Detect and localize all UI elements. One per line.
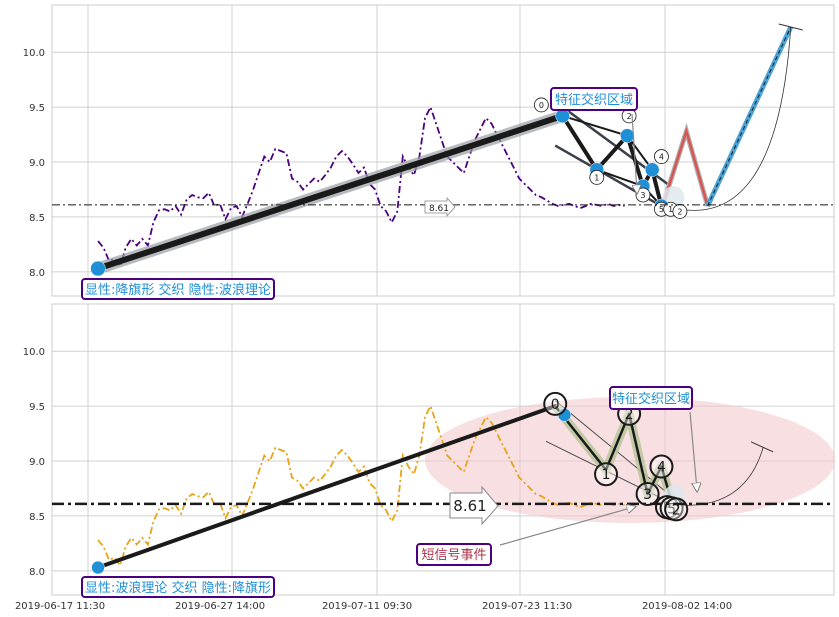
wave-label: 4: [654, 149, 669, 164]
y-tick-label: 8.0: [29, 268, 45, 279]
wave-label-text: 4: [657, 460, 666, 476]
top-y-tick-labels: 8.0 8.5 9.0 9.5 10.0: [23, 48, 45, 279]
bottom-signal-label: 短信号事件: [421, 548, 486, 563]
projection-up-dash: [707, 26, 792, 207]
top-hline-value-label: 8.61: [429, 204, 449, 214]
top-trend-line: [92, 109, 569, 275]
wave-label: 2: [621, 108, 637, 124]
wave-label: 3: [635, 481, 660, 506]
flag-cross-line: [596, 168, 644, 188]
bottom-wave-swing: [551, 403, 678, 510]
top-pattern-label-box: [81, 278, 275, 300]
bottom-markers: [91, 408, 572, 575]
wave-label-text: 4: [659, 152, 664, 161]
x-tick-labels: 2019-06-17 11:30 2019-06-27 14:00 2019-07-…: [15, 601, 732, 612]
y-tick-label: 9.5: [29, 103, 45, 114]
wave-label: 0: [543, 391, 568, 416]
y-tick-label: 9.0: [29, 457, 45, 468]
y-tick-label: 8.0: [29, 567, 45, 578]
wave-label: 1: [589, 170, 605, 185]
bottom-trend-line: [96, 404, 558, 570]
bottom-pattern-label: 显性:波浪理论 交织 隐性:降旗形: [85, 580, 271, 596]
wave-label: 4: [649, 454, 674, 479]
wave-label-text: 0: [539, 101, 544, 110]
x-tick-label: 2019-06-27 14:00: [175, 601, 265, 612]
wave-label-text: 2: [627, 112, 632, 121]
y-tick-label: 8.5: [29, 512, 45, 523]
wave-label-circle: [654, 149, 669, 164]
pivot-marker: [90, 260, 106, 277]
pivot-marker: [555, 108, 570, 124]
x-tick-label: 2019-07-23 11:30: [482, 601, 572, 612]
projection-down-line: [662, 126, 709, 207]
wave-label: 2: [664, 497, 689, 522]
top-hline-value-arrow: [424, 196, 456, 218]
wave-label: 2: [672, 204, 688, 219]
x-tick-label: 2019-08-02 14:00: [642, 601, 732, 612]
wave-label-text: 3: [640, 191, 645, 200]
wave-label-text: P: [663, 500, 671, 516]
wave-label-text: 3: [643, 487, 652, 503]
wave-label-circle: [635, 481, 660, 506]
trend-line: [96, 404, 558, 570]
bottom-pattern-label-box: [81, 576, 275, 598]
wave-label-text: 0: [551, 397, 560, 413]
projection-arc: [675, 447, 764, 506]
wave-label-text: 1: [594, 173, 599, 182]
bottom-hline-value-arrow: [449, 485, 499, 526]
bottom-hline-value-label: 8.61: [453, 497, 486, 515]
projection-target-tick: [750, 441, 774, 453]
top-zone-label: 特征交织区域: [555, 92, 633, 108]
y-tick-label: 8.5: [29, 213, 45, 224]
x-tick-label: 2019-06-17 11:30: [15, 601, 105, 612]
x-tick-label: 2019-07-11 09:30: [322, 601, 412, 612]
bottom-signal-label-box: [416, 543, 492, 566]
wave-label-circle: [543, 391, 568, 416]
wave-label-text: 2: [677, 207, 682, 216]
top-annotations: 8.61 特征交织区域 显性:降旗形 交织 隐性:波浪理论: [81, 87, 638, 300]
trend-line: [95, 112, 566, 272]
bottom-feature-zone-ellipse: [425, 397, 835, 523]
wave-label-text: 2: [672, 502, 681, 518]
wave-label: 1: [594, 462, 619, 487]
wave-label-circle: [533, 97, 549, 113]
flag-cross-line: [562, 114, 628, 137]
pivot-marker: [91, 560, 105, 575]
wave-label: 0: [533, 97, 549, 113]
wave-label-text: 1: [668, 205, 673, 214]
top-pattern-label: 显性:降旗形 交织 隐性:波浪理论: [85, 282, 271, 298]
wave-label-text: 5: [667, 501, 676, 517]
channel-line: [545, 440, 676, 506]
top-zone-label-box: [550, 87, 638, 111]
bottom-signal-arrow: [499, 507, 634, 546]
wave-swing-line: [554, 405, 675, 509]
top-grid: [52, 5, 834, 296]
pivot-marker: [644, 162, 660, 177]
y-tick-label: 10.0: [23, 48, 45, 59]
bottom-zone-label-box: [609, 386, 693, 410]
wave-label-text: 2: [625, 407, 634, 423]
y-tick-label: 9.0: [29, 158, 45, 169]
wave-label-circle: [589, 170, 605, 185]
wave-label-circle: [649, 454, 674, 479]
bottom-zone-arrow: [689, 411, 697, 490]
wave-label: 3: [635, 187, 651, 203]
bottom-zone-label: 特征交织区域: [612, 391, 690, 407]
top-zone-arrow: [631, 113, 637, 192]
flag-boundary-line: [554, 144, 672, 213]
projection-arc: [665, 26, 792, 211]
bottom-annotations: 8.61 特征交织区域 短信号事件 显性:波浪理论 交织 隐性:降旗形: [81, 386, 697, 598]
y-tick-label: 10.0: [23, 347, 45, 358]
wave-label-text: 1: [602, 467, 611, 483]
bottom-y-tick-labels: 8.0 8.5 9.0 9.5 10.0: [23, 347, 45, 578]
pivot-marker: [620, 128, 635, 143]
y-tick-label: 9.5: [29, 402, 45, 413]
wave-label-text: 5: [659, 205, 664, 214]
projection-target-tick: [778, 23, 803, 31]
wave-label-circle: [594, 462, 619, 487]
